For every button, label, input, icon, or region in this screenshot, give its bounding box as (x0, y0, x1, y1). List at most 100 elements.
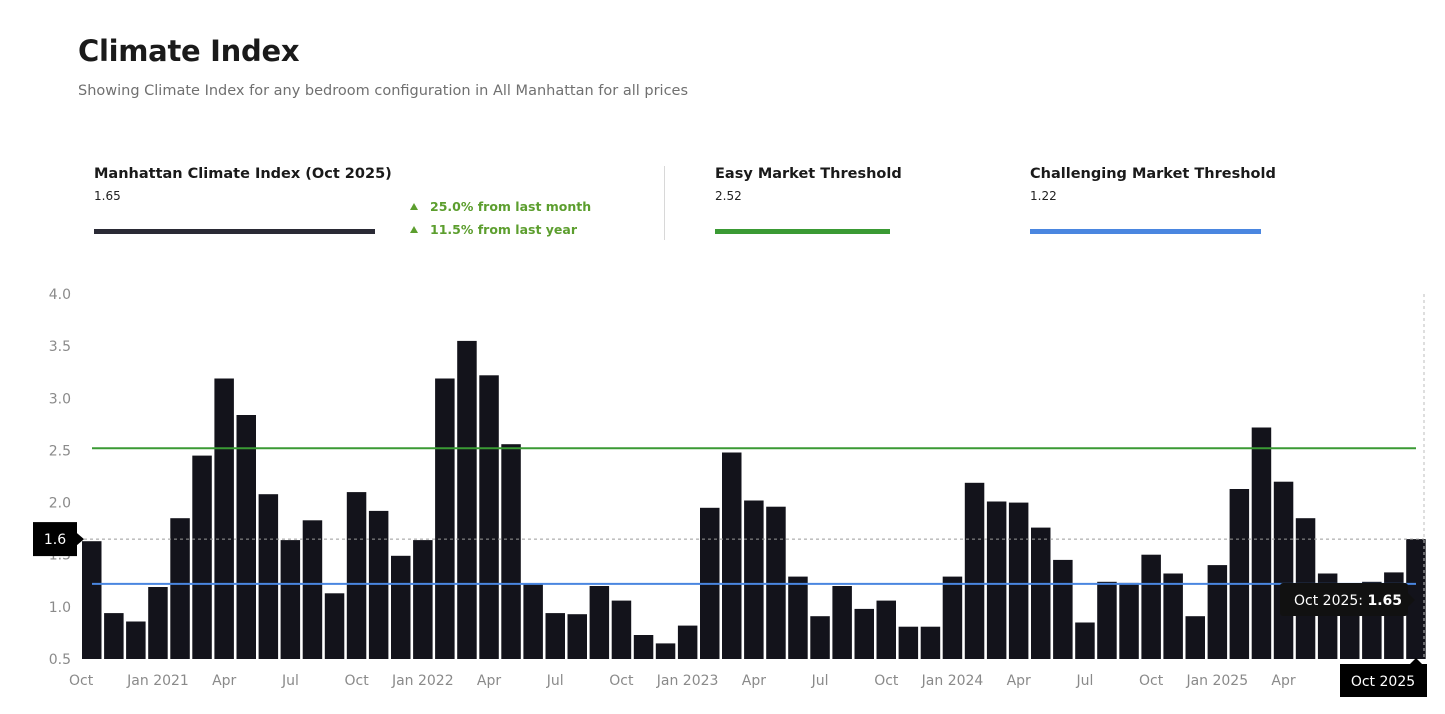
chart-bar (1406, 539, 1426, 659)
stat-easy-threshold: Easy Market Threshold 2.52 (715, 166, 902, 203)
stat-easy-threshold-swatch (715, 229, 890, 234)
chart-bar (346, 492, 367, 659)
chart-bar (1008, 502, 1029, 659)
stat-challenging-threshold-label: Challenging Market Threshold (1030, 166, 1276, 182)
chart-bar (104, 613, 124, 659)
chart-bar (126, 621, 146, 659)
chart-bar (236, 415, 256, 659)
page-subtitle: Showing Climate Index for any bedroom co… (78, 83, 689, 99)
x-tick-label: Jul (811, 673, 829, 689)
chart-bar (942, 576, 963, 659)
x-tick-label: Oct (1139, 673, 1164, 689)
chart-bar (964, 482, 985, 659)
chart-bar (1229, 489, 1250, 659)
chart-bar (854, 608, 874, 659)
stat-climate-index-label: Manhattan Climate Index (Oct 2025) (94, 166, 392, 182)
chart-bar (567, 614, 587, 659)
stats-divider (664, 166, 665, 240)
x-tick-label: Jul (281, 673, 299, 689)
change-year: 11.5% from last year (410, 218, 591, 241)
chart-bar (368, 510, 389, 659)
chart-bar (170, 518, 190, 659)
crosshair-y-label: 1.6 (44, 532, 66, 548)
chart-bar (258, 494, 279, 659)
chart-bar (744, 500, 764, 659)
tooltip-text: Oct 2025: 1.65 (1294, 593, 1402, 609)
tooltip-pointer (1408, 593, 1415, 607)
chart-bar (655, 643, 676, 659)
stat-challenging-threshold: Challenging Market Threshold 1.22 (1030, 166, 1276, 203)
x-tick-label: Apr (212, 673, 236, 689)
stat-challenging-threshold-swatch (1030, 229, 1261, 234)
stat-easy-threshold-value: 2.52 (715, 189, 742, 203)
chart-bar (1163, 573, 1183, 659)
stat-climate-index-value: 1.65 (94, 189, 121, 203)
chart-bar (788, 576, 808, 659)
stat-climate-index-swatch (94, 229, 375, 234)
chart-bar (1141, 554, 1161, 659)
stat-challenging-threshold-value: 1.22 (1030, 189, 1057, 203)
change-month: 25.0% from last month (410, 195, 591, 218)
chart-bar (192, 455, 212, 659)
x-tick-label: Apr (1007, 673, 1031, 689)
chart-bar (986, 501, 1007, 659)
y-tick-label: 0.5 (49, 652, 71, 668)
y-tick-label: 2.5 (49, 443, 71, 459)
chart-bar (1053, 559, 1073, 659)
up-arrow-icon (410, 203, 418, 210)
chart-bar (611, 600, 632, 659)
chart-bar (1075, 622, 1095, 659)
chart-bar (920, 626, 941, 659)
page-title: Climate Index (78, 34, 300, 68)
crosshair-y-label-pointer (77, 533, 84, 546)
tooltip-box (1280, 583, 1408, 616)
x-tick-label: Jan 2021 (126, 673, 189, 689)
x-tick-label: Jan 2025 (1185, 673, 1248, 689)
chart-bar (435, 378, 455, 659)
x-tick-label: Jan 2024 (921, 673, 984, 689)
chart-bar (1031, 527, 1051, 659)
x-tick-label: Apr (477, 673, 501, 689)
crosshair-x-label: Oct 2025 (1351, 674, 1415, 690)
x-tick-label: Oct (874, 673, 899, 689)
chart-bar (1097, 581, 1117, 659)
chart-bar (1119, 582, 1139, 659)
change-year-text: 11.5% from last year (430, 222, 577, 237)
x-tick-label: Oct (609, 673, 634, 689)
chart-bar (832, 586, 852, 659)
chart-bar (766, 506, 786, 659)
chart-bar (413, 540, 433, 659)
x-tick-label: Jan 2023 (656, 673, 719, 689)
chart-bar (1251, 427, 1272, 659)
chart-bar (214, 378, 234, 659)
chart-bar (633, 635, 654, 659)
chart-bar (302, 520, 323, 659)
y-tick-label: 2.0 (49, 496, 71, 512)
stat-climate-index: Manhattan Climate Index (Oct 2025) 1.65 (94, 166, 392, 203)
y-tick-label: 1.0 (49, 600, 71, 616)
chart-bar (391, 555, 411, 659)
stat-easy-threshold-label: Easy Market Threshold (715, 166, 902, 182)
chart-bar (324, 593, 345, 659)
chart-bar (810, 616, 830, 659)
x-tick-label: Oct (344, 673, 369, 689)
chart-bar (148, 587, 168, 659)
change-month-text: 25.0% from last month (430, 199, 592, 214)
chart-bar (545, 613, 565, 659)
chart-bar (280, 540, 301, 659)
chart-bar (589, 586, 610, 659)
chart-bar (479, 375, 499, 659)
chart-bar (876, 600, 896, 659)
crosshair-x-label-box (1340, 664, 1427, 697)
stat-changes: 25.0% from last month 11.5% from last ye… (410, 195, 591, 241)
y-tick-label: 3.5 (49, 339, 71, 355)
x-tick-label: Jul (546, 673, 564, 689)
crosshair-y-label-box (33, 522, 77, 557)
chart-bar (898, 626, 919, 659)
y-tick-label: 3.0 (49, 391, 71, 407)
chart-bar (722, 452, 742, 659)
chart-bar (1207, 565, 1228, 659)
chart-bar (82, 541, 102, 659)
x-tick-label: Apr (742, 673, 766, 689)
